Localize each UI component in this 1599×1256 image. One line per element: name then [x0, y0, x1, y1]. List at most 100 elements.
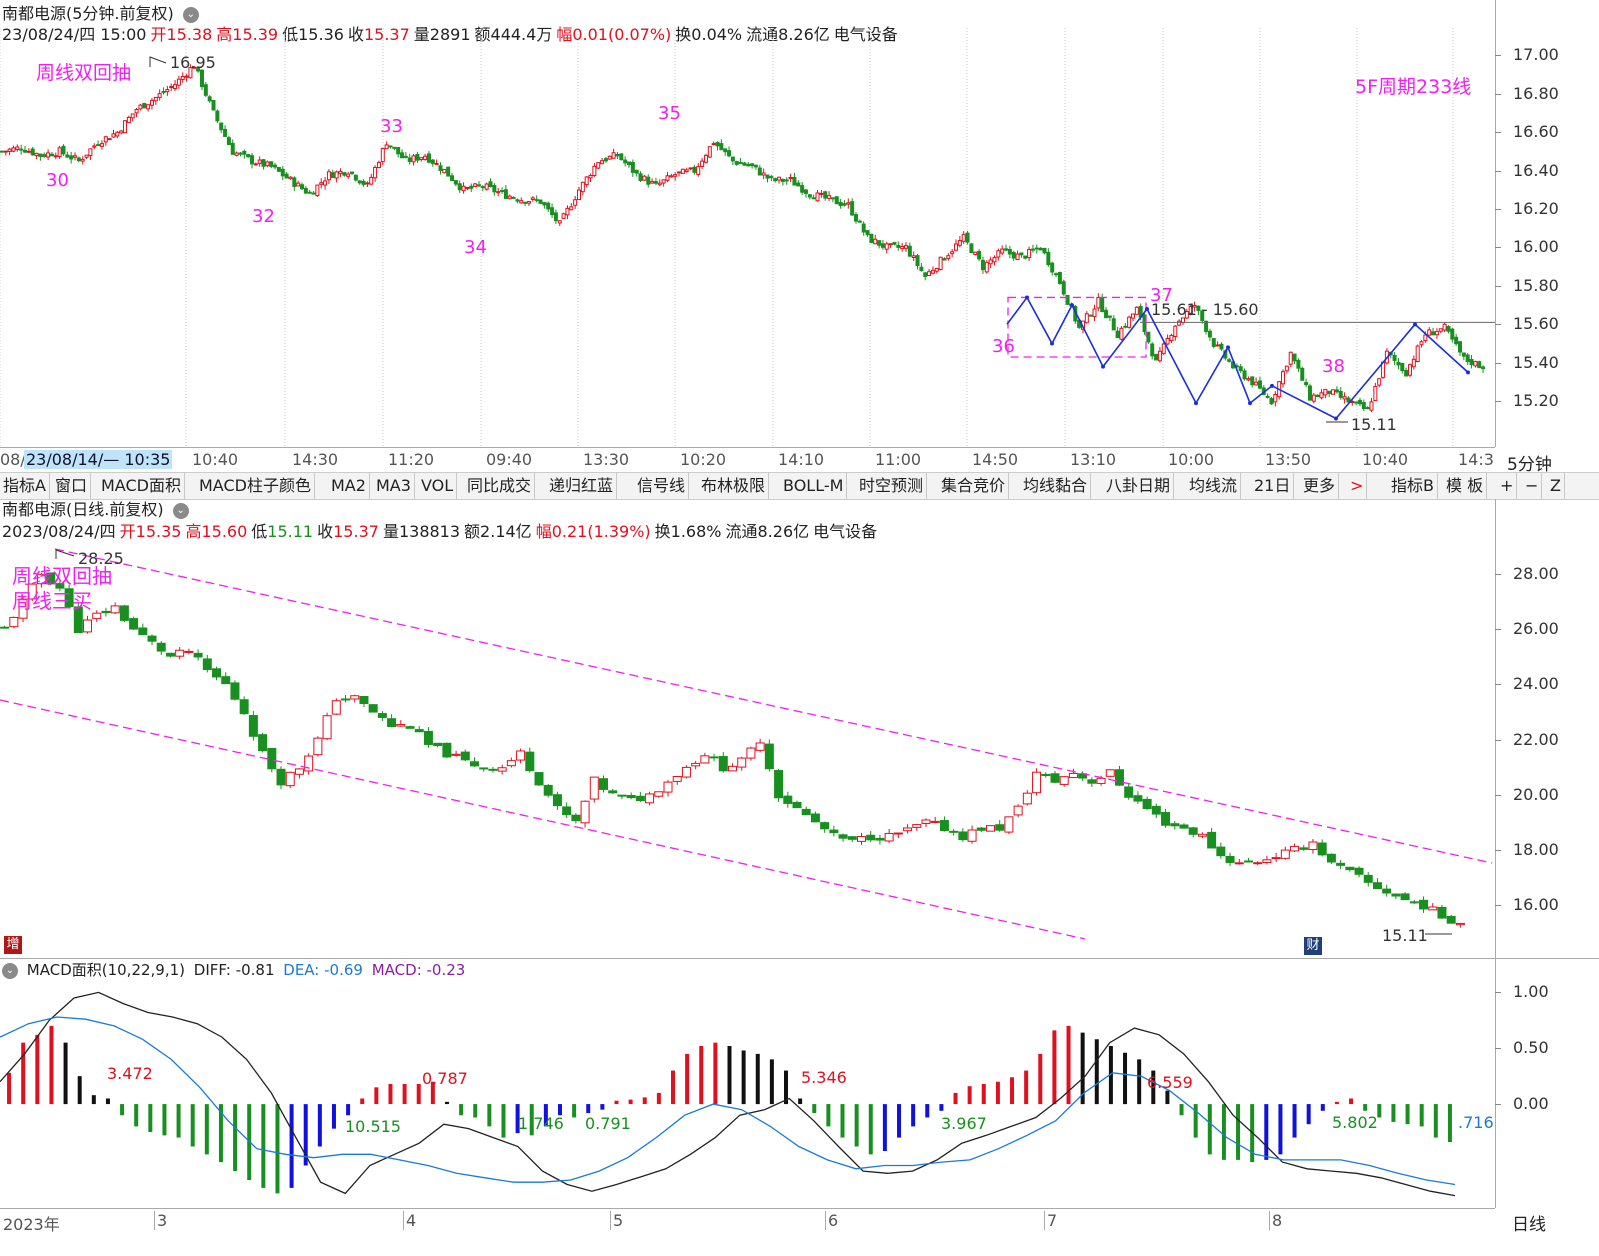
candle-down [638, 173, 643, 181]
candle-down [784, 179, 789, 182]
candle-up [1015, 253, 1020, 261]
candle-down [1391, 893, 1401, 897]
toolbar-more[interactable]: 更多 [1300, 473, 1340, 499]
candle-down [923, 272, 928, 277]
candle-up [288, 176, 293, 180]
macd-divider [0, 958, 1599, 959]
candle-down [457, 183, 462, 191]
candle-down [129, 618, 139, 630]
y-tick-label: 16.40 [1513, 160, 1559, 180]
candle-down [807, 194, 812, 198]
y-tick-label: 22.00 [1513, 729, 1559, 749]
top-info-chg: 0.01(0.07%) [572, 25, 672, 44]
toolbar-yoy-volume[interactable]: 同比成交 [464, 473, 536, 499]
chevron-down-icon[interactable]: ⌄ [172, 502, 189, 519]
y-tick-label: 17.00 [1513, 45, 1559, 65]
candle-up [123, 120, 128, 134]
candle-up [707, 146, 712, 158]
high-marker [149, 56, 167, 67]
y-tick-mark [1495, 1104, 1501, 1106]
toolbar-spacetime[interactable]: 时空预测 [856, 473, 928, 499]
candle-down [727, 150, 732, 157]
period-selector[interactable]: 5分钟 [1507, 455, 1552, 475]
macd-chart[interactable] [0, 959, 1495, 1208]
minus-icon[interactable]: − [1522, 473, 1543, 499]
candle-down [1300, 367, 1305, 381]
y-tick-mark [1495, 905, 1501, 907]
toolbar-vol[interactable]: VOL [418, 473, 458, 499]
chevron-down-icon[interactable]: ⌄ [182, 6, 199, 23]
toolbar-macd-bar-color[interactable]: MACD柱子颜色 [196, 473, 315, 499]
toolbar-21day[interactable]: 21日 [1251, 473, 1295, 499]
candle-down [619, 153, 624, 161]
toolbar-ma-bond[interactable]: 均线黏合 [1020, 473, 1092, 499]
candle-down [1225, 855, 1235, 863]
toolbar-boll-limit[interactable]: 布林极限 [698, 473, 770, 499]
toolbar-boll-m[interactable]: BOLL-M [780, 473, 848, 499]
candle-up [1234, 862, 1244, 865]
candle-up [665, 175, 670, 181]
zigzag-node [1248, 401, 1252, 406]
toolbar-template[interactable]: 模 板 [1443, 473, 1488, 499]
period-daily[interactable]: 日线 [1512, 1215, 1546, 1235]
top-range-label: 15.61 - 15.60 [1151, 300, 1259, 319]
toolbar-indicator-a[interactable]: 指标A [0, 473, 50, 499]
candle-up [1004, 816, 1014, 833]
candle-up [669, 175, 674, 178]
candle-up [1059, 776, 1069, 785]
wave-label-30: 30 [46, 170, 69, 191]
candle-down [470, 761, 480, 767]
toolbar-indicator-b[interactable]: 指标B [1388, 473, 1438, 499]
candle-up [681, 766, 691, 778]
badge-increase[interactable]: 增 [4, 936, 22, 954]
top-price-chart[interactable] [0, 0, 1495, 447]
chevron-down-icon[interactable]: ⌄ [2, 962, 18, 979]
toolbar-bagua[interactable]: 八卦日期 [1103, 473, 1175, 499]
time-label-selected[interactable]: 23/08/14/— 10:35 [24, 450, 173, 469]
toolbar-signal-line[interactable]: 信号线 [634, 473, 690, 499]
candle-down [635, 795, 645, 801]
daily-price-chart[interactable] [0, 499, 1495, 959]
candle-up [80, 158, 85, 162]
toolbar-ma3[interactable]: MA3 [373, 473, 415, 499]
y-tick-mark [1495, 209, 1501, 211]
badge-finance[interactable]: 财 [1304, 937, 1322, 955]
zigzag-node [1466, 370, 1470, 375]
candle-down [215, 110, 220, 122]
candle-up [465, 186, 470, 190]
toolbar-ma-flow[interactable]: 均线流 [1186, 473, 1242, 499]
toolbar-auction[interactable]: 集合竞价 [938, 473, 1010, 499]
toolbar-ma2[interactable]: MA2 [328, 473, 370, 499]
candle-up [451, 753, 461, 756]
candle-up [584, 176, 589, 186]
toolbar-recursive[interactable]: 递归红蓝 [546, 473, 618, 499]
candle-down [426, 153, 431, 163]
candle-down [1354, 867, 1364, 875]
candle-down [0, 626, 10, 629]
candle-down [1133, 795, 1143, 802]
candle-up [473, 183, 478, 187]
candle-down [850, 201, 855, 216]
candle-down [511, 196, 516, 199]
y-tick-mark [1495, 684, 1501, 686]
y-tick-mark [1495, 850, 1501, 852]
macd-area-label: 3.472 [107, 1064, 153, 1083]
candle-down [869, 233, 874, 243]
toolbar-window[interactable]: 窗口 [52, 473, 92, 499]
candle-down [853, 214, 858, 222]
mid-info-sector: 电气设备 [813, 522, 878, 541]
candle-up [561, 213, 566, 219]
candle-up [893, 832, 903, 835]
candle-up [684, 169, 689, 172]
plus-icon[interactable]: + [1497, 473, 1518, 499]
toolbar-next-icon[interactable]: > [1347, 473, 1368, 499]
zoom-icon[interactable]: Z [1547, 473, 1565, 499]
candle-down [1142, 798, 1152, 810]
candle-up [1407, 364, 1412, 376]
toolbar-macd-area[interactable]: MACD面积 [98, 473, 185, 499]
candle-up [27, 583, 37, 600]
month-label: 7 [1044, 1211, 1057, 1230]
candle-down [1431, 331, 1436, 336]
candle-up [149, 99, 154, 106]
candle-up [184, 650, 194, 653]
